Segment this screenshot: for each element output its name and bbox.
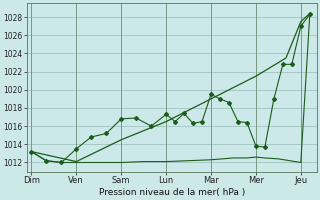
X-axis label: Pression niveau de la mer( hPa ): Pression niveau de la mer( hPa ): [99, 188, 245, 197]
